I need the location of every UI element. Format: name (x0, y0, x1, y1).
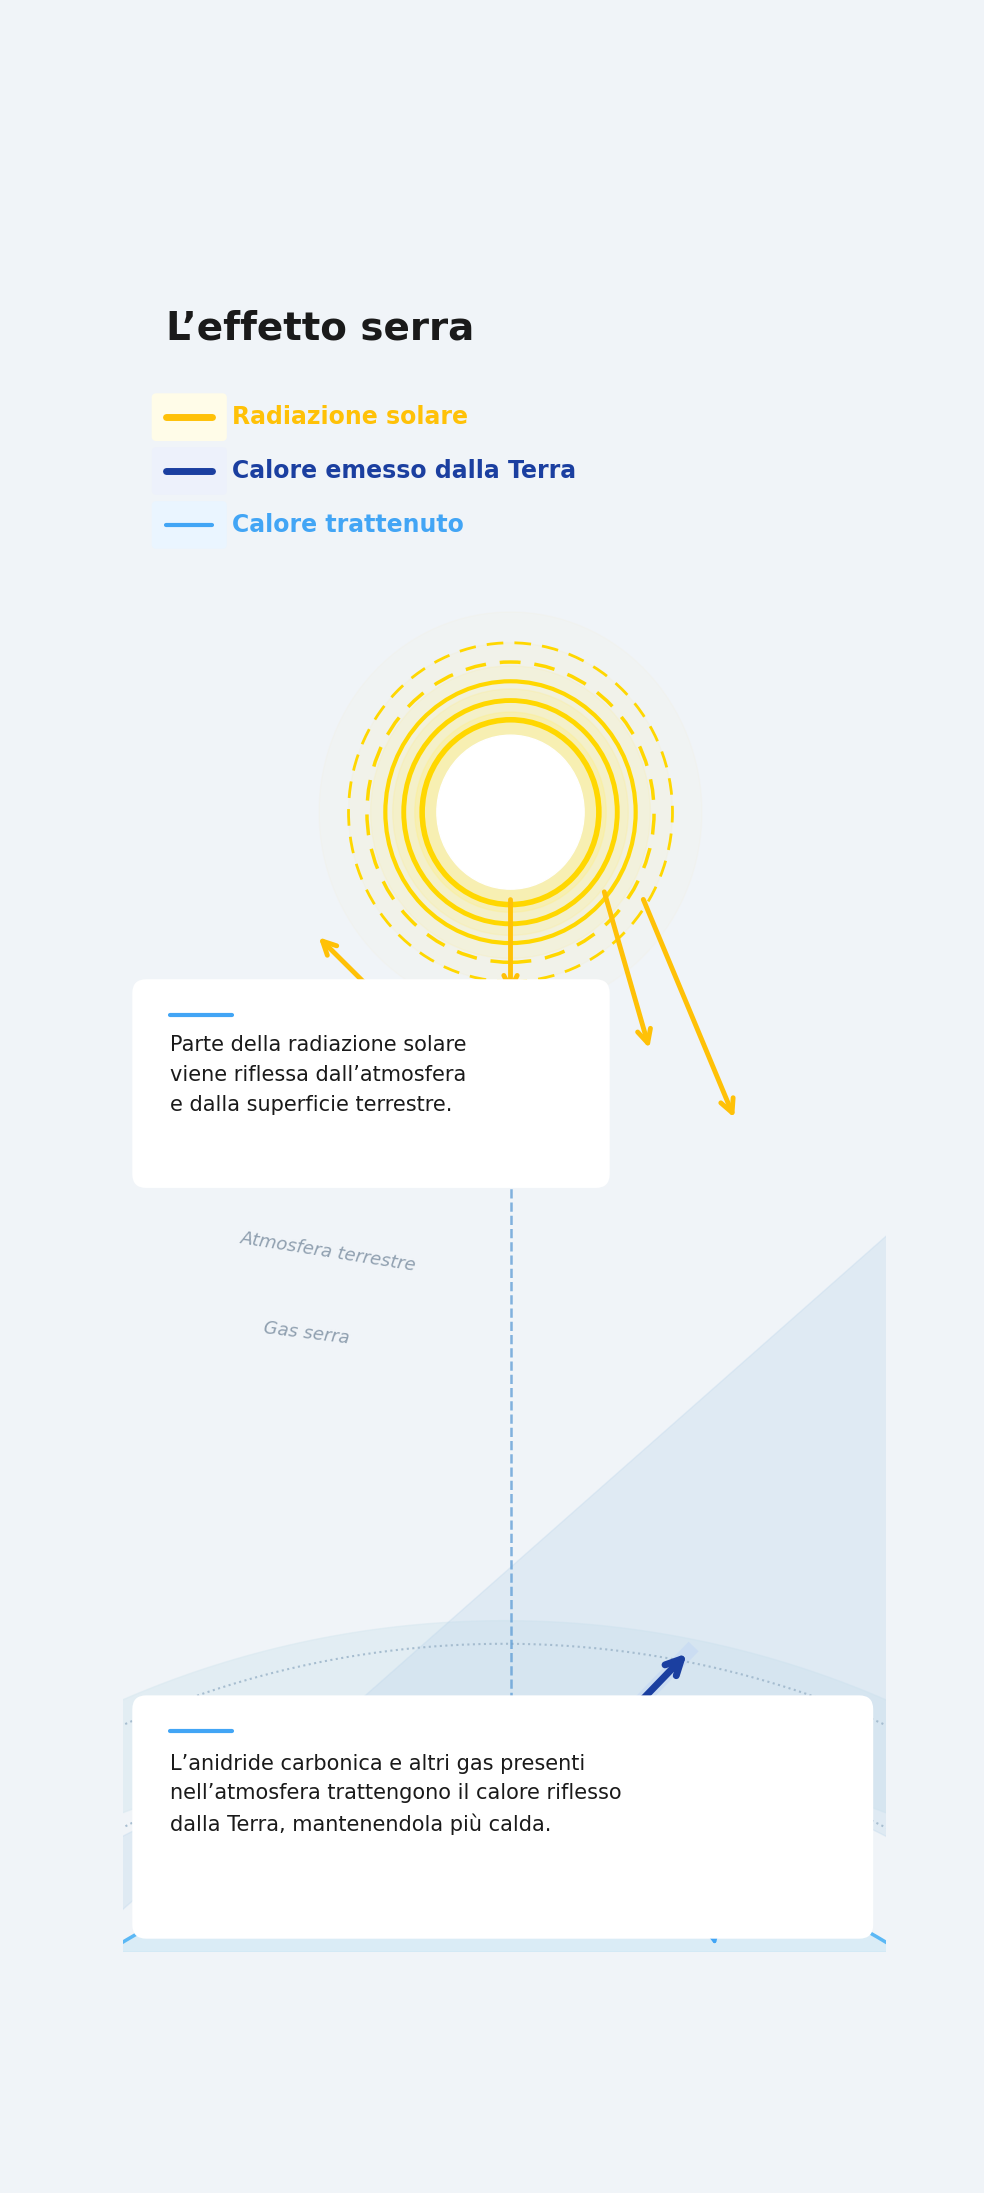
Ellipse shape (437, 735, 584, 888)
Text: Parte della radiazione solare
viene riflessa dall’atmosfera
e dalla superficie t: Parte della radiazione solare viene rifl… (169, 1035, 466, 1114)
Text: L’anidride carbonica e altri gas presenti
nell’atmosfera trattengono il calore r: L’anidride carbonica e altri gas present… (169, 1754, 621, 1836)
Text: Atmosfera terrestre: Atmosfera terrestre (239, 1228, 417, 1274)
Text: Gas serra: Gas serra (263, 1318, 350, 1347)
Text: L’effetto serra: L’effetto serra (165, 309, 474, 346)
Ellipse shape (348, 643, 672, 982)
Ellipse shape (393, 689, 629, 936)
Ellipse shape (415, 713, 606, 912)
Text: Calore trattenuto: Calore trattenuto (231, 513, 463, 537)
FancyBboxPatch shape (152, 500, 227, 548)
Text: Calore emesso dalla Terra: Calore emesso dalla Terra (231, 458, 576, 482)
FancyBboxPatch shape (132, 1695, 873, 1939)
FancyBboxPatch shape (152, 447, 227, 496)
FancyBboxPatch shape (132, 980, 610, 1189)
Text: Radiazione solare: Radiazione solare (231, 406, 467, 430)
FancyBboxPatch shape (152, 393, 227, 441)
Ellipse shape (371, 667, 650, 958)
